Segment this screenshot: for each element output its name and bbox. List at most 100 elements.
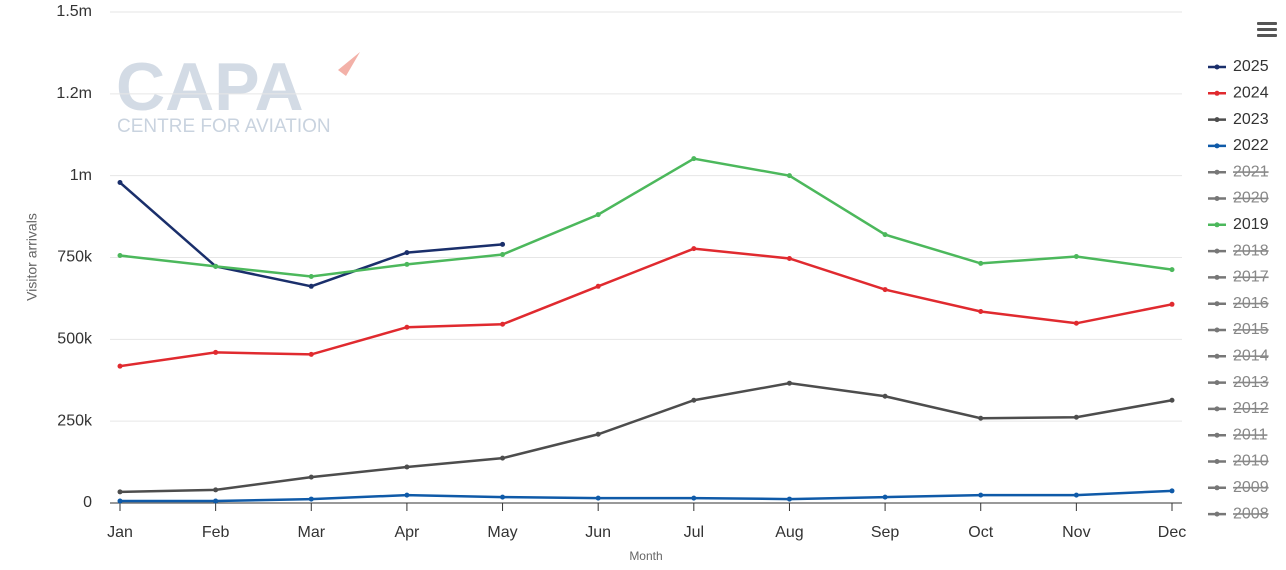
y-tick-label: 0 <box>83 494 92 511</box>
legend-label: 2015 <box>1233 321 1269 338</box>
legend-item[interactable]: 2009 <box>1208 479 1269 496</box>
y-tick-label: 750k <box>57 249 93 266</box>
data-point <box>691 156 697 162</box>
legend-label: 2023 <box>1233 111 1269 128</box>
data-point <box>117 253 123 259</box>
y-tick-label: 1.5m <box>56 3 92 20</box>
data-point <box>882 393 888 399</box>
data-point <box>308 273 314 279</box>
data-point <box>500 494 506 500</box>
data-point <box>595 495 601 501</box>
data-point <box>117 498 123 504</box>
data-point <box>117 363 123 369</box>
x-tick-label: May <box>487 524 517 541</box>
watermark-arrow <box>338 52 360 76</box>
data-point <box>595 283 601 289</box>
y-axis-title: Visitor arrivals <box>24 213 40 301</box>
y-tick-label: 1m <box>70 167 92 184</box>
legend-item[interactable]: 2023 <box>1208 111 1269 128</box>
data-point <box>978 492 984 498</box>
legend-marker <box>1214 432 1220 438</box>
data-point <box>213 263 219 269</box>
legend-marker <box>1214 301 1220 307</box>
legend-item[interactable]: 2012 <box>1208 400 1269 417</box>
series-line <box>119 181 503 288</box>
legend-marker <box>1214 353 1220 359</box>
legend-label: 2010 <box>1233 453 1269 470</box>
data-point <box>978 415 984 421</box>
data-point <box>595 431 601 437</box>
data-point <box>500 455 506 461</box>
legend-label: 2012 <box>1233 400 1269 417</box>
x-axis-title: Month <box>629 549 662 563</box>
legend-label: 2014 <box>1233 348 1269 365</box>
x-tick-label: Jul <box>684 524 704 541</box>
data-point <box>308 474 314 480</box>
data-point <box>786 173 792 179</box>
data-point <box>786 380 792 386</box>
watermark-logo: CAPA <box>116 49 304 125</box>
legend-marker <box>1214 196 1220 201</box>
data-point <box>404 250 410 256</box>
legend-marker <box>1214 485 1220 491</box>
data-point <box>404 492 410 498</box>
x-tick-label: Dec <box>1158 524 1186 541</box>
menu-button[interactable] <box>1257 22 1277 37</box>
legend-item[interactable]: 2018 <box>1208 242 1269 259</box>
legend-label: 2022 <box>1233 137 1269 154</box>
watermark-subtitle: CENTRE FOR AVIATION <box>117 116 331 137</box>
legend-item[interactable]: 2016 <box>1208 295 1269 312</box>
data-point <box>1169 488 1175 494</box>
legend-item[interactable]: 2019 <box>1208 216 1269 233</box>
legend-marker <box>1214 169 1220 175</box>
data-point <box>213 349 219 355</box>
data-point <box>308 351 314 357</box>
x-tick-label: Jun <box>585 524 611 541</box>
legend-label: 2020 <box>1233 190 1269 207</box>
legend-marker <box>1214 143 1220 149</box>
data-point <box>691 246 697 252</box>
data-point <box>786 255 792 261</box>
data-point <box>500 321 506 327</box>
legend-marker <box>1214 117 1220 123</box>
series-line <box>120 489 1173 503</box>
legend-item[interactable]: 2010 <box>1208 453 1269 470</box>
legend-item[interactable]: 2017 <box>1208 269 1269 286</box>
legend-label: 2013 <box>1233 374 1269 391</box>
x-tick-label: Aug <box>775 524 803 541</box>
legend-label: 2018 <box>1233 242 1269 259</box>
data-point <box>691 495 697 501</box>
data-point <box>1169 301 1175 307</box>
legend-label: 2019 <box>1233 216 1269 233</box>
legend-marker <box>1214 248 1220 254</box>
legend-marker <box>1214 90 1220 96</box>
legend-label: 2008 <box>1233 505 1269 522</box>
series-line <box>119 381 1173 494</box>
legend-item[interactable]: 2022 <box>1208 137 1269 154</box>
data-point <box>882 232 888 238</box>
legend-item[interactable]: 2025 <box>1208 58 1269 75</box>
legend-label: 2016 <box>1233 295 1269 312</box>
legend-item[interactable]: 2024 <box>1208 85 1269 102</box>
data-point <box>1073 414 1079 420</box>
legend-item[interactable]: 2015 <box>1208 321 1269 338</box>
x-tick-label: Nov <box>1062 524 1090 541</box>
legend-item[interactable]: 2020 <box>1208 190 1269 207</box>
legend-item[interactable]: 2013 <box>1208 374 1269 391</box>
y-tick-label: 500k <box>57 331 93 348</box>
legend-marker <box>1214 274 1220 280</box>
data-point <box>882 287 888 293</box>
legend-item[interactable]: 2021 <box>1208 163 1269 180</box>
legend-marker <box>1214 511 1220 517</box>
legend-item[interactable]: 2014 <box>1208 348 1269 365</box>
series-line <box>119 157 1173 278</box>
legend-item[interactable]: 2011 <box>1208 426 1268 443</box>
data-point <box>595 212 601 218</box>
series-line <box>119 247 1173 368</box>
data-point <box>117 180 123 186</box>
legend-item[interactable]: 2008 <box>1208 505 1269 522</box>
data-point <box>1169 397 1175 403</box>
legend-marker <box>1214 64 1220 70</box>
x-tick-label: Mar <box>297 524 325 541</box>
legend-marker <box>1214 327 1220 333</box>
